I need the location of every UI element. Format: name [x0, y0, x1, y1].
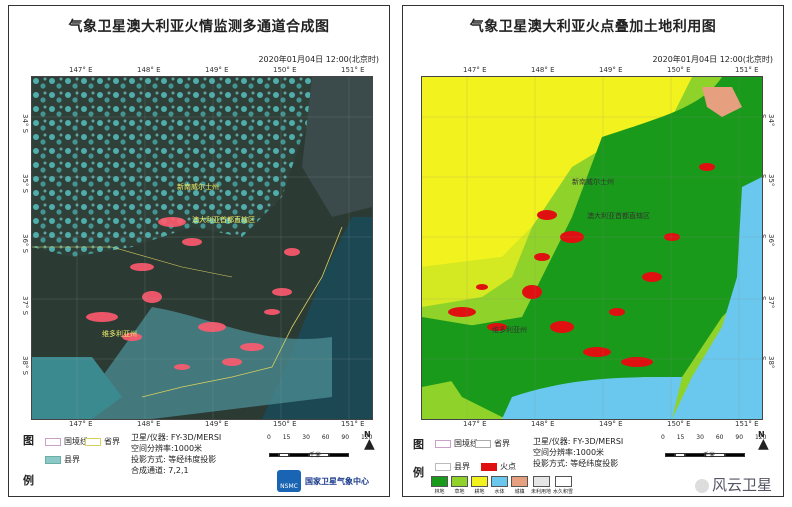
county-swatch [435, 462, 451, 471]
landuse-swatch [431, 476, 448, 487]
place-label: 澳大利亚首都直辖区 [192, 216, 255, 224]
composite-datetime: 2020年01月04日 12:00(北京时) [258, 55, 379, 64]
bottom-tick: 149° E [599, 420, 623, 428]
nsmc-logo: NSMC [277, 470, 301, 492]
top-tick: 150° E [273, 66, 297, 74]
north-arrow: N ▲ [758, 430, 769, 452]
landuse-item: 耕地 [471, 476, 488, 495]
state-swatch [85, 437, 101, 446]
legend-fire: 火点 [481, 461, 516, 472]
bottom-tick: 150° E [667, 420, 691, 428]
legend-state: 省界 [85, 436, 120, 447]
landuse-item: 城镇 [511, 476, 528, 495]
fire-swatch [481, 462, 497, 471]
landuse-item: 水体 [491, 476, 508, 495]
bottom-tick: 151° E [341, 420, 365, 428]
top-tick: 151° E [341, 66, 365, 74]
landuse-datetime: 2020年01月04日 12:00(北京时) [652, 55, 773, 64]
info-block: 卫星/仪器: FY-3D/MERSI 空间分辨率:1000米 投影方式: 等经纬度投… [131, 433, 222, 475]
legend-border: 国境线 [435, 438, 478, 449]
top-tick: 148° E [137, 66, 161, 74]
top-tick: 148° E [531, 66, 555, 74]
legend-heading: 图 [413, 438, 424, 451]
scale-unit: 千米 [703, 452, 716, 459]
scale-bar [665, 442, 745, 457]
scale-unit: 千米 [309, 452, 322, 459]
landuse-swatch [554, 476, 572, 487]
place-label: 新南威尔士州 [177, 183, 219, 191]
top-tick: 149° E [205, 66, 229, 74]
legend-county: 县界 [435, 461, 470, 472]
north-arrow: N ▲ [364, 430, 375, 452]
place-label: 新南威尔士州 [572, 178, 614, 186]
border-swatch [45, 437, 61, 446]
county-swatch [45, 455, 61, 464]
landuse-swatch [491, 476, 508, 487]
landuse-swatch [471, 476, 488, 487]
agency-name: 国家卫星气象中心 [305, 477, 369, 486]
landuse-map: 新南威尔士州 澳大利亚首都直辖区 维多利亚州 [421, 76, 763, 420]
border-swatch [435, 439, 451, 448]
composite-map: 新南威尔士州 澳大利亚首都直辖区 维多利亚州 [31, 76, 373, 420]
state-swatch [475, 439, 491, 448]
bottom-tick: 147° E [463, 420, 487, 428]
place-label: 维多利亚州 [102, 330, 137, 338]
bottom-tick: 147° E [69, 420, 93, 428]
watermark: 风云卫星 [694, 474, 772, 495]
landuse-map-image [422, 77, 762, 419]
info-block: 卫星/仪器: FY-3D/MERSI 空间分辨率:1000米 投影方式: 等经纬度投… [533, 437, 624, 468]
top-tick: 149° E [599, 66, 623, 74]
top-tick: 147° E [69, 66, 93, 74]
legend-border: 国境线 [45, 436, 88, 447]
side-tick: 37° S [21, 296, 29, 316]
legend-county: 县界 [45, 454, 80, 465]
composite-title: 气象卫星澳大利亚火情监测多通道合成图 [68, 19, 330, 35]
composite-panel: 气象卫星澳大利亚火情监测多通道合成图 2020年01月04日 12:00(北京时… [8, 5, 390, 497]
side-tick: 35° S [21, 174, 29, 194]
bottom-tick: 149° E [205, 420, 229, 428]
bottom-tick: 148° E [137, 420, 161, 428]
landuse-swatch [511, 476, 528, 487]
legend-heading: 例 [23, 474, 34, 487]
place-label: 维多利亚州 [492, 326, 527, 334]
legend-state: 省界 [475, 438, 510, 449]
bottom-tick: 150° E [273, 420, 297, 428]
landuse-item: 水久积雪 [553, 476, 573, 495]
bottom-tick: 148° E [531, 420, 555, 428]
side-tick: 38° S [21, 356, 29, 376]
scale-labels: 0 15 30 60 90 120 [661, 434, 767, 441]
landuse-swatch [532, 476, 550, 487]
legend-heading: 图 [23, 434, 34, 447]
landuse-item: 草地 [451, 476, 468, 495]
scale-labels: 0 15 30 60 90 120 [267, 434, 373, 441]
place-label: 澳大利亚首都直辖区 [587, 212, 650, 220]
top-tick: 147° E [463, 66, 487, 74]
landuse-item: 林地 [431, 476, 448, 495]
side-tick: 36° S [21, 234, 29, 254]
landuse-item: 未利用地 [531, 476, 551, 495]
top-tick: 151° E [735, 66, 759, 74]
scale-bar [269, 442, 349, 457]
landuse-title: 气象卫星澳大利亚火点叠加土地利用图 [469, 19, 717, 35]
side-tick: 34° S [21, 114, 29, 134]
landuse-panel: 气象卫星澳大利亚火点叠加土地利用图 2020年01月04日 12:00(北京时)… [402, 5, 784, 497]
top-tick: 150° E [667, 66, 691, 74]
legend-heading: 例 [413, 466, 424, 479]
wechat-icon [694, 478, 709, 493]
landuse-swatch [451, 476, 468, 487]
bottom-tick: 151° E [735, 420, 759, 428]
composite-map-image [32, 77, 372, 419]
